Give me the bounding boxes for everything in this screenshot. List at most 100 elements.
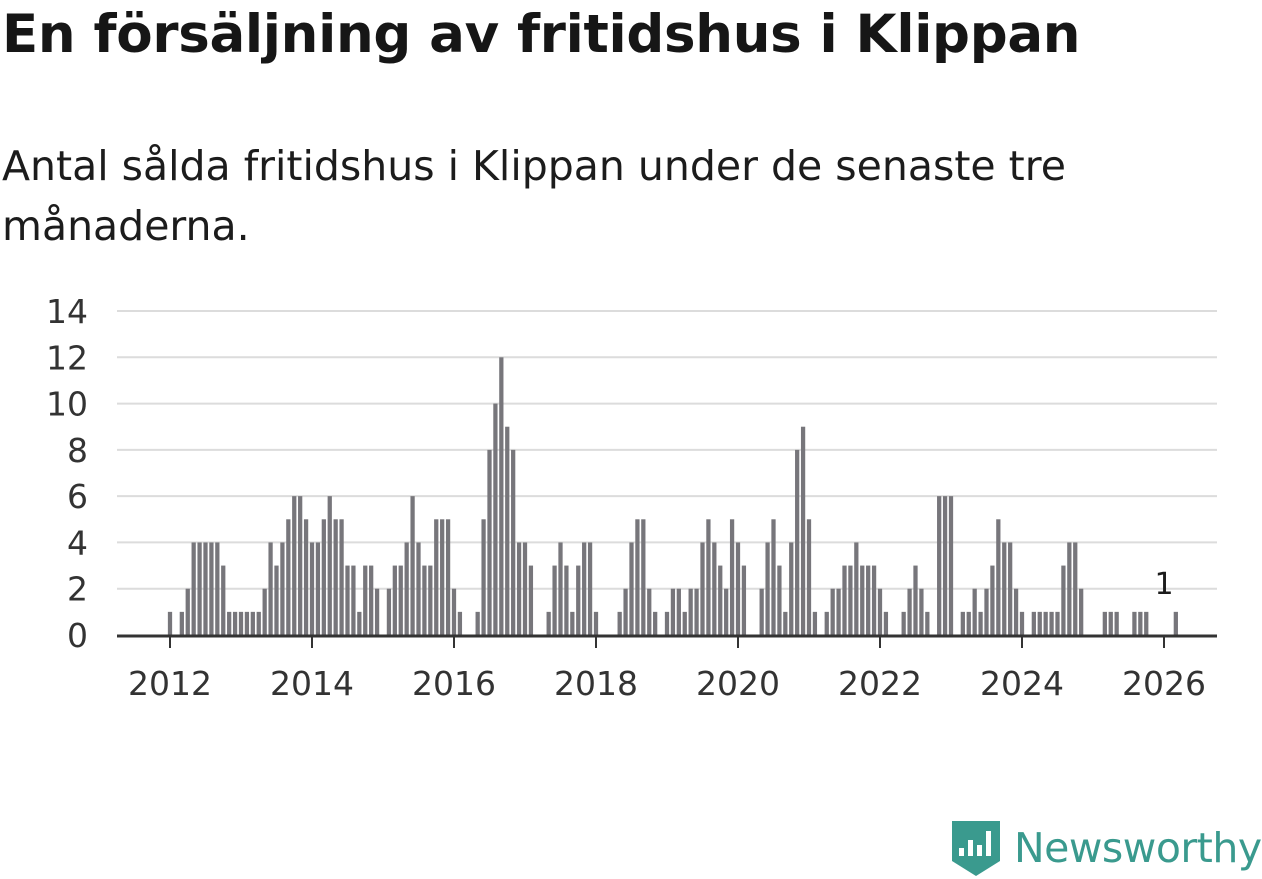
bar [836,588,841,635]
x-tick-label: 2016 [412,664,496,703]
bar [664,611,670,635]
bar [871,565,877,635]
bar [1108,611,1113,635]
bar [854,542,859,635]
bar [369,565,374,635]
bar [374,588,380,635]
bar [511,449,516,635]
x-tick-label: 2012 [128,664,212,703]
bar [398,565,403,635]
bar [493,403,498,635]
bar [729,519,735,635]
bar [232,611,238,635]
bar [268,542,273,635]
highlight-data-label: 1 [1154,567,1173,602]
bar [718,565,723,635]
bar [587,542,593,635]
bar [919,588,924,635]
bar [167,611,173,635]
bar [286,519,291,635]
bar [209,542,214,635]
bar [475,611,480,635]
bar [522,542,528,635]
x-tick-label: 2020 [696,664,780,703]
bar [440,519,445,635]
bar [978,611,983,635]
bar [274,565,279,635]
newsworthy-logo: Newsworthy [950,818,1262,878]
bar [185,588,190,635]
bar [741,565,747,635]
bar [215,542,220,635]
bar [617,611,622,635]
bar [848,565,853,635]
bar [996,519,1001,635]
bar [623,588,628,635]
bar [937,496,942,635]
bar [434,519,439,635]
bar [777,565,782,635]
bar [256,611,261,635]
y-tick-label: 0 [67,616,88,655]
bar [907,588,912,635]
bar [499,357,504,635]
bar [735,542,741,635]
bar [363,565,368,635]
bar [795,449,800,635]
bar [913,565,918,635]
bar [877,588,883,635]
bar [765,542,770,635]
bar [351,565,356,635]
y-tick-label: 14 [46,292,88,331]
bar [315,542,321,635]
y-tick-label: 8 [67,431,88,470]
bar [227,611,232,635]
bar [280,542,285,635]
bar [883,611,889,635]
bar [706,519,711,635]
bar [1138,611,1143,635]
bar [203,542,208,635]
bar [333,519,338,635]
bar [197,542,202,635]
bar [990,565,995,635]
bar [1132,611,1137,635]
bar [528,565,534,635]
bar [830,588,835,635]
y-tick-label: 2 [67,570,88,609]
y-tick-label: 6 [67,477,88,516]
bar [221,565,226,635]
bar [670,588,676,635]
bar [570,611,575,635]
bar [688,588,693,635]
newsworthy-logo-icon [952,821,1000,876]
bar [1173,611,1178,635]
bar [1055,611,1060,635]
bar [948,496,954,635]
bar [552,565,557,635]
bar [812,611,818,635]
bar [546,611,551,635]
bar [960,611,965,635]
bar [416,542,421,635]
bar [505,426,510,635]
bar [345,565,350,635]
bar [564,565,569,635]
bar [682,611,687,635]
bar [1049,611,1054,635]
bar [1019,611,1025,635]
x-tick-label: 2018 [554,664,638,703]
bar [179,611,184,635]
bar [712,542,717,635]
bar [901,611,906,635]
bar [191,542,196,635]
bar [842,565,847,635]
bar [1037,611,1042,635]
bar [925,611,930,635]
y-tick-label: 4 [67,523,88,562]
bar [1114,611,1119,635]
bar [641,519,646,635]
bar [576,565,581,635]
bar [653,611,658,635]
bar [1031,611,1036,635]
